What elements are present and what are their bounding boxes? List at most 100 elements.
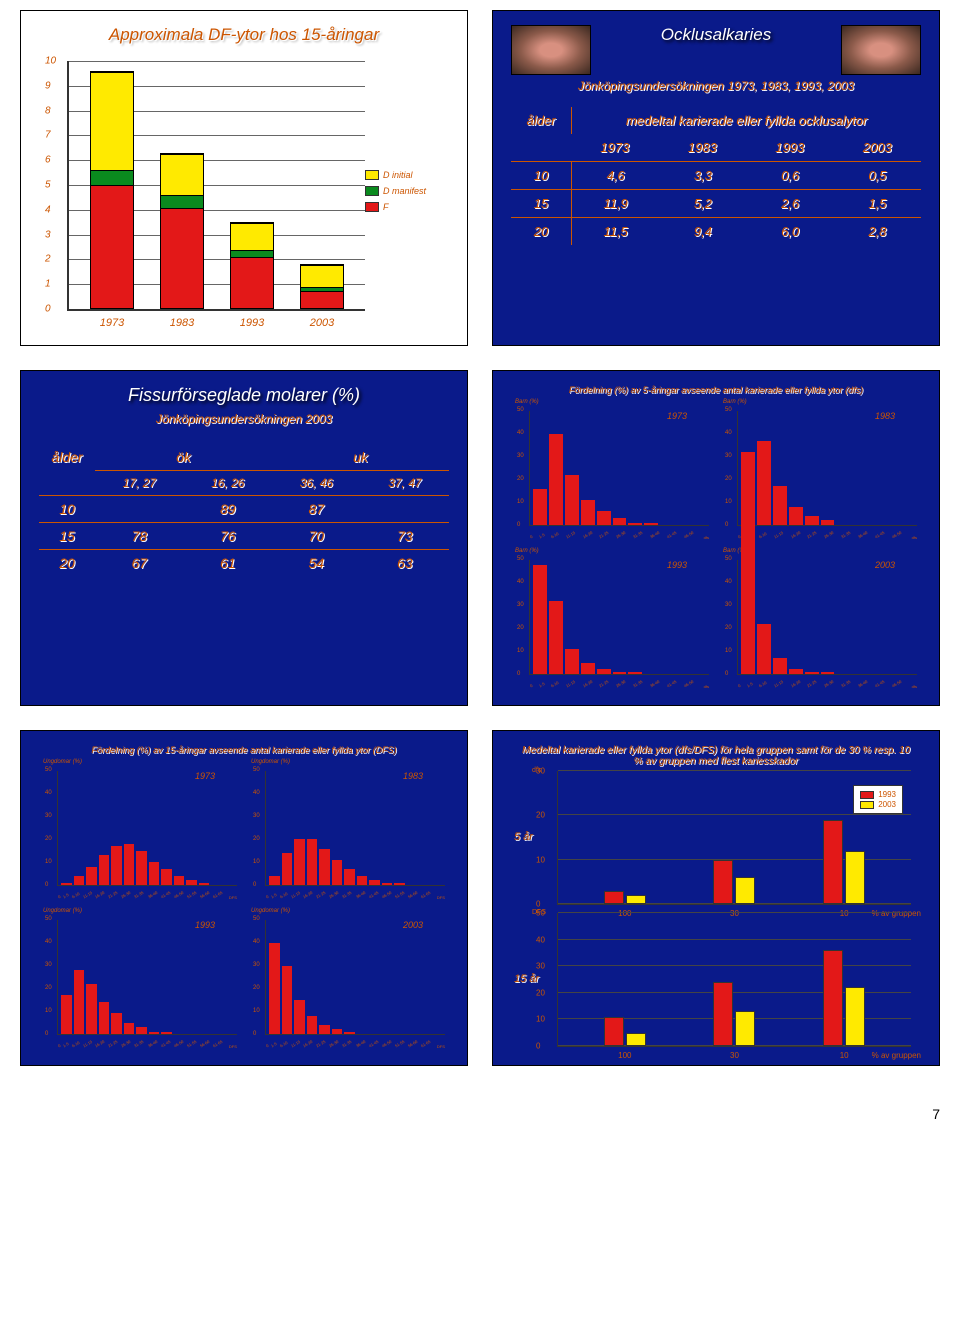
s1-xlabel: 1973	[90, 317, 134, 329]
s3-cell: 87	[272, 496, 361, 522]
s3-cell	[95, 496, 184, 522]
hist-bar	[136, 1027, 147, 1034]
s2-header-main: medeltal karierade eller fyllda ocklusal…	[571, 107, 921, 134]
hist-xtick: 26-30	[823, 679, 834, 688]
hist-bar	[86, 984, 97, 1034]
hist-ytick: 0	[45, 882, 48, 888]
s6-bar	[604, 891, 624, 904]
hist-bar	[821, 520, 835, 525]
s3-row: 1578767073	[39, 522, 449, 549]
hist-xtick: 31-35	[632, 530, 643, 539]
s3-row: 2067615463	[39, 549, 449, 576]
s1-ytick: 3	[45, 229, 51, 240]
hist-bar	[344, 1032, 355, 1034]
hist-bar	[186, 880, 197, 885]
hist-xtick: 1-5	[538, 681, 546, 688]
hist-xtick: 0	[529, 534, 533, 539]
slide5-title: Fördelning (%) av 15-åringar avseende an…	[39, 745, 449, 755]
s1-ytick: 1	[45, 279, 51, 290]
hist-ytick: 40	[45, 939, 52, 945]
hist-bar	[805, 672, 819, 674]
hist-xtick: 6-10	[550, 680, 559, 688]
hist-xtick: 1-5	[270, 1041, 278, 1048]
hist-xtick: 56-60	[199, 890, 210, 899]
s1-seg-Di	[161, 154, 203, 196]
hist-xtick: 46-50	[683, 530, 694, 539]
s1-seg-Dm	[231, 250, 273, 257]
hist-ytick: 40	[45, 790, 52, 796]
mouth-photo-left	[511, 25, 591, 75]
s6-ytick: 30	[536, 962, 545, 971]
s3-cell: 61	[184, 550, 273, 576]
hist-xtick: 21-25	[315, 890, 326, 899]
s1-legend-item: F	[365, 202, 449, 212]
hist-xtick: 11-15	[290, 890, 301, 899]
s6-bar	[845, 987, 865, 1046]
hist-xtick: 6-10	[550, 531, 559, 539]
s1-xlabel: 2003	[300, 317, 344, 329]
hist-xtick: 11-15	[773, 530, 784, 539]
hist-bar	[111, 1013, 122, 1034]
s6-yaxislabel: dfs	[532, 767, 541, 774]
hist-ytick: 0	[517, 522, 520, 528]
hist-bar	[199, 883, 210, 885]
hist-xtick: 16-20	[582, 679, 593, 688]
s6-ytick: 10	[536, 1015, 545, 1024]
hist-bar	[789, 669, 803, 674]
s2-cell: 3,3	[659, 162, 746, 189]
s2-cell: 11,5	[571, 218, 659, 245]
hist-xtick: 0	[57, 1043, 61, 1048]
hist-xtick: 31-35	[341, 1039, 352, 1048]
slide-fordelning-5ar: Fördelning (%) av 5-åringar avseende ant…	[492, 370, 940, 706]
hist-bar	[821, 672, 835, 674]
hist-panel: Ungdomar (%)20030102030405001-56-1011-15…	[247, 908, 449, 1051]
s2-year: 1973	[571, 134, 659, 161]
slide-ocklusalkaries: Ocklusalkaries Jönköpingsundersökningen …	[492, 10, 940, 346]
slide3-subtitle: Jönköpingsundersökningen 2003	[39, 412, 449, 426]
hist-bar	[294, 1000, 305, 1034]
hist-bar	[99, 1002, 110, 1034]
hist-xtick: 1-5	[270, 892, 278, 899]
hist-xtick: 31-35	[632, 679, 643, 688]
hist-ytick: 20	[253, 985, 260, 991]
hist-xtick: 0	[265, 1043, 269, 1048]
hist-xtick: 41-45	[874, 530, 885, 539]
hist-xtick: 16-20	[790, 679, 801, 688]
hist-panel: Ungdomar (%)19930102030405001-56-1011-15…	[39, 908, 241, 1051]
s2-cell: 9,4	[659, 218, 746, 245]
hist-xtick: 0	[57, 894, 61, 899]
s1-ytick: 2	[45, 254, 51, 265]
s3-cell: 73	[361, 523, 450, 549]
hist-panel: Barn (%)19730102030405001-56-1011-1516-2…	[511, 399, 713, 542]
s6-bar	[713, 860, 733, 904]
hist-xtick: 21-25	[598, 679, 609, 688]
s3-cell-age: 20	[39, 550, 95, 576]
hist-xtick: 31-35	[840, 530, 851, 539]
s1-legend-item: D initial	[365, 170, 449, 180]
s2-year: 1983	[659, 134, 747, 161]
s6-bar	[626, 895, 646, 904]
hist-xtick: 36-40	[147, 890, 158, 899]
s2-cell: 0,5	[834, 162, 921, 189]
s6-legend: 19932003	[853, 785, 903, 814]
mouth-photo-right	[841, 25, 921, 75]
s6-bar	[735, 877, 755, 904]
slide2-title: Ocklusalkaries	[661, 25, 772, 45]
hist-xtick: 1-5	[538, 532, 546, 539]
s1-xlabel: 1993	[230, 317, 274, 329]
s6-ytick: 0	[536, 1042, 540, 1051]
s1-seg-F	[301, 291, 343, 308]
hist-xtick: 36-40	[649, 679, 660, 688]
hist-ytick: 0	[253, 1031, 256, 1037]
s6-bar	[735, 1011, 755, 1046]
s6-ytick: 20	[536, 988, 545, 997]
hist-xtick: 61-65	[420, 890, 431, 899]
s3-subcol: 36, 46	[272, 471, 361, 495]
hist-xtick: 21-25	[806, 530, 817, 539]
hist-xtick: 1-5	[62, 1041, 70, 1048]
s1-ytick: 0	[45, 304, 51, 315]
hist-ylabel: Ungdomar (%)	[251, 759, 290, 765]
hist-panel: Barn (%)20030102030405001-56-1011-1516-2…	[719, 548, 921, 691]
s6-xtick: 30	[704, 1051, 764, 1060]
hist-ylabel: Barn (%)	[515, 548, 539, 554]
